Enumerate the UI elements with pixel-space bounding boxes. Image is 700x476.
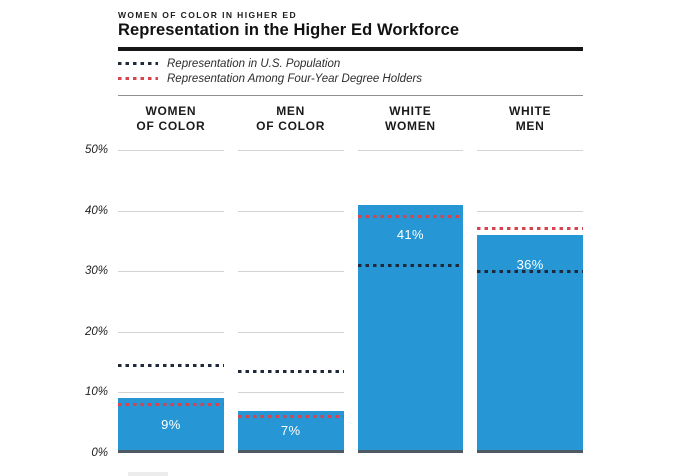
title-rule — [118, 47, 583, 51]
legend-divider-rule — [118, 95, 583, 96]
y-axis-label: 0% — [91, 447, 108, 459]
us-population-dotted-line — [118, 363, 224, 367]
us-population-dotted-line — [477, 269, 583, 273]
column-headers: WOMEN OF COLOR MEN OF COLOR WHITE WOMEN WHITE M… — [118, 104, 583, 135]
gridline — [118, 150, 224, 151]
degree-holders-dotted-line — [118, 403, 224, 407]
gridline — [118, 210, 224, 212]
us-population-dotted-line — [357, 263, 464, 267]
kicker: WOMEN OF COLOR IN HIGHER ED — [118, 10, 297, 20]
gridline — [237, 392, 344, 394]
column-header-line1: MEN — [276, 104, 306, 118]
gridline — [237, 210, 344, 212]
degree-holders-dotted-line — [237, 415, 344, 419]
gridline — [118, 392, 224, 394]
y-axis-label: 30% — [84, 265, 108, 278]
legend: Representation in U.S. Population Repres… — [118, 56, 583, 86]
y-axis-label: 20% — [84, 325, 108, 338]
degree-holders-dotted-line — [477, 227, 583, 231]
bar — [357, 204, 464, 453]
column-header: WOMEN OF COLOR — [118, 104, 224, 135]
column-header-line1: WHITE — [389, 104, 432, 118]
y-axis-label: 40% — [84, 204, 108, 217]
column-header: WHITE MEN — [477, 104, 583, 135]
bar-value-label: 41% — [396, 226, 424, 242]
chart-column: 41% — [357, 150, 464, 453]
column-header-line1: WOMEN — [145, 104, 197, 118]
column-header: WHITE WOMEN — [358, 104, 464, 135]
page-title: Representation in the Higher Ed Workforc… — [118, 21, 460, 39]
gridline — [237, 271, 344, 273]
us-population-dotted-line — [237, 369, 344, 373]
legend-label: Representation Among Four-Year Degree Ho… — [167, 72, 423, 85]
column-header: MEN OF COLOR — [238, 104, 344, 135]
bar-value-label: 9% — [161, 416, 181, 432]
column-header-line2: OF COLOR — [256, 119, 326, 134]
cropped-artifact — [128, 472, 168, 476]
column-header-line1: WHITE — [509, 104, 552, 118]
gridline — [118, 331, 224, 333]
chart-column: 7% — [237, 150, 344, 453]
column-header-line2: MEN — [515, 119, 545, 134]
legend-item-degree-holders: Representation Among Four-Year Degree Ho… — [118, 71, 583, 86]
gridline — [477, 150, 583, 151]
chart-column: 9% — [118, 150, 224, 453]
bar-value-label: 36% — [516, 256, 544, 272]
y-axis-label: 50% — [84, 144, 108, 156]
gridline — [118, 271, 224, 273]
bar — [118, 398, 224, 453]
bar-value-label: 7% — [280, 422, 301, 438]
gridline — [357, 150, 464, 151]
column-header-line2: OF COLOR — [136, 119, 206, 134]
legend-item-us-population: Representation in U.S. Population — [118, 56, 583, 71]
gridline — [237, 150, 344, 151]
degree-holders-dotted-line — [357, 215, 464, 219]
gridline — [477, 210, 583, 212]
navy-dotted-line-swatch — [118, 62, 158, 65]
chart-column: 36% — [477, 150, 583, 453]
column-header-line2: WOMEN — [384, 119, 436, 134]
legend-label: Representation in U.S. Population — [167, 57, 341, 70]
y-axis-label: 10% — [84, 386, 108, 399]
gridline — [237, 331, 344, 333]
plot-area: 9% 7% 41% 36% — [118, 150, 583, 453]
red-dotted-line-swatch — [118, 77, 158, 80]
